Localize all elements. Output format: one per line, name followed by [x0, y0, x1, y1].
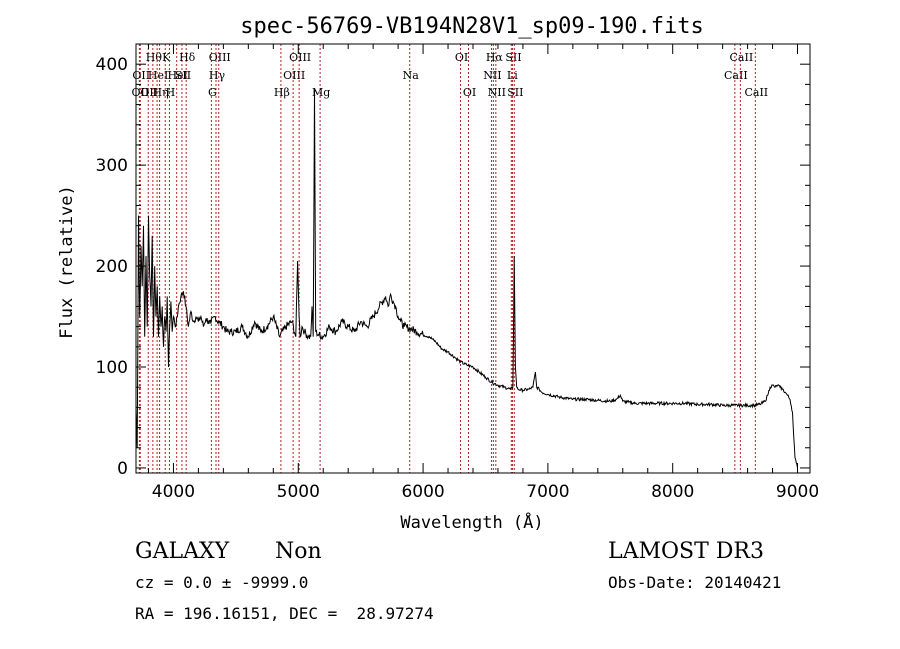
line-label-oii: OII — [140, 86, 158, 99]
line-label-oi: OI — [455, 51, 468, 64]
line-label-oiii: OIII — [283, 69, 305, 82]
spectrum-line — [135, 89, 798, 469]
line-label-sii: SII — [507, 86, 523, 99]
survey-label: LAMOST DR3 — [608, 539, 764, 564]
x-tick-label: 4000 — [152, 482, 195, 502]
x-tick-label: 5000 — [277, 482, 320, 502]
line-label-oiii: OIII — [209, 51, 231, 64]
obs-date-text: Obs-Date: 20140421 — [608, 573, 782, 592]
object-subclass-label: Non — [275, 539, 322, 564]
line-label-hα: Hα — [486, 51, 504, 64]
chart-title: spec-56769-VB194N28V1_sp09-190.fits — [240, 14, 704, 39]
line-label-li: Li — [507, 69, 518, 82]
line-label-na: Na — [403, 69, 420, 82]
line-label-hδ: Hδ — [179, 51, 196, 64]
line-label-caii: CaII — [744, 86, 768, 99]
line-label-oiii: OIII — [289, 51, 311, 64]
redshift-text: cz = 0.0 ± -9999.0 — [135, 573, 309, 592]
x-tick-label: 9000 — [776, 482, 819, 502]
ra-dec-text: RA = 196.16151, DEC = 28.97274 — [135, 604, 434, 623]
x-tick-label: 6000 — [401, 482, 444, 502]
line-label-g: G — [208, 86, 217, 99]
x-axis-label: Wavelength (Å) — [400, 511, 543, 533]
line-label-oi: OI — [463, 86, 476, 99]
y-tick-label: 300 — [96, 156, 128, 176]
plot-frame — [135, 43, 811, 474]
x-tick-label: 7000 — [526, 482, 569, 502]
line-label-hei: HeI — [148, 69, 168, 82]
y-tick-label: 400 — [96, 55, 128, 75]
y-tick-label: 200 — [96, 257, 128, 277]
line-label-hθ: Hθ — [146, 51, 163, 64]
line-label-hei: HeI — [167, 69, 187, 82]
y-axis-label: Flux (relative) — [57, 185, 77, 339]
line-label-h: H — [166, 86, 176, 99]
line-label-nii: NII — [483, 69, 501, 82]
line-label-hη: Hη — [152, 86, 168, 99]
line-label-sii: SII — [175, 69, 191, 82]
line-label-k: K — [162, 51, 171, 64]
line-label-nii: NII — [488, 86, 506, 99]
y-tick-label: 0 — [117, 459, 128, 479]
line-label-caii: CaII — [730, 51, 754, 64]
line-label-hγ: Hγ — [209, 69, 226, 82]
object-class-label: GALAXY — [135, 539, 230, 564]
line-label-hβ: Hβ — [274, 86, 290, 99]
emission-line-markers: OIIOIIOIIHθHeIHηKHHeISIIHδGHγOIIIHβOIIIO… — [132, 44, 768, 473]
line-label-oii: OII — [132, 69, 150, 82]
line-label-caii: CaII — [724, 69, 748, 82]
line-label-sii: SII — [505, 51, 521, 64]
axis-ticks: 4000 5000 6000 7000 8000 9000 0 100 200 300 400 — [96, 44, 819, 502]
y-tick-label: 100 — [96, 358, 128, 378]
line-label-mg: Mg — [312, 86, 330, 99]
x-tick-label: 8000 — [651, 482, 694, 502]
